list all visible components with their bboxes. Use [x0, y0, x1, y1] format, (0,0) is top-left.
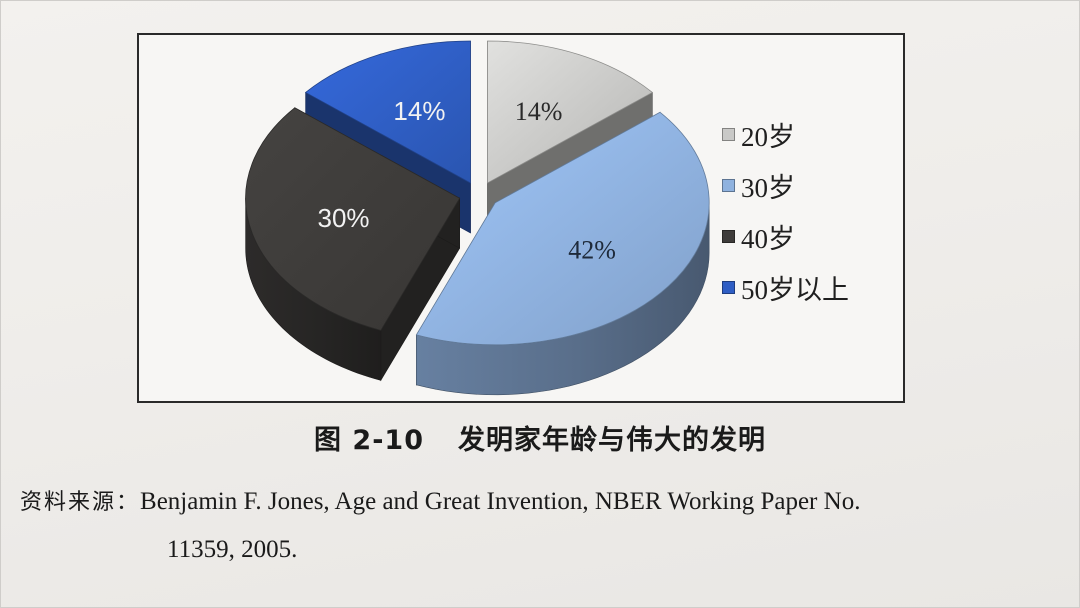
legend-swatch-30: [722, 178, 735, 192]
data-label-50-plus: 14%: [393, 96, 445, 126]
legend-item-40: 40岁: [722, 221, 795, 254]
source-note: 资料来源：Benjamin F. Jones, Age and Great In…: [20, 478, 1070, 573]
figure-caption: 图 2-10 发明家年龄与伟大的发明: [0, 418, 1080, 457]
slice-top-20: [487, 40, 654, 184]
legend-item-20: 20岁: [722, 119, 795, 152]
data-label-40: 30%: [318, 203, 370, 233]
source-text-line2: 11359, 2005.: [167, 536, 298, 563]
source-label: 资料来源：: [20, 490, 141, 515]
legend-label-40: 40岁: [741, 223, 795, 254]
legend-swatch-40: [722, 229, 735, 243]
pie-slice-30: [415, 111, 710, 396]
legend-label-50-plus: 50岁以上: [741, 274, 849, 305]
chart-frame: 14% 42% 30% 14% 20岁 30岁 40岁 50岁以上: [137, 33, 905, 403]
data-label-20: 14%: [515, 97, 563, 126]
figure-title: 发明家年龄与伟大的发明: [457, 425, 766, 456]
pie-slice-40: [245, 107, 461, 382]
data-label-30: 42%: [568, 236, 616, 265]
figure-number: 图 2-10: [314, 425, 424, 456]
legend-item-30: 30岁: [722, 170, 795, 203]
slice-top-40: [245, 107, 461, 331]
slice-top-50-plus: [304, 40, 471, 184]
source-text-line1: Benjamin F. Jones, Age and Great Inventi…: [140, 488, 861, 515]
pie-chart: 14% 42% 30% 14%: [245, 40, 710, 396]
legend-swatch-50-plus: [722, 280, 735, 294]
slice-top-30: [415, 111, 710, 346]
legend-label-20: 20岁: [741, 121, 795, 152]
legend-swatch-20: [722, 127, 735, 141]
legend-item-50-plus: 50岁以上: [722, 272, 849, 305]
legend-label-30: 30岁: [741, 172, 795, 203]
